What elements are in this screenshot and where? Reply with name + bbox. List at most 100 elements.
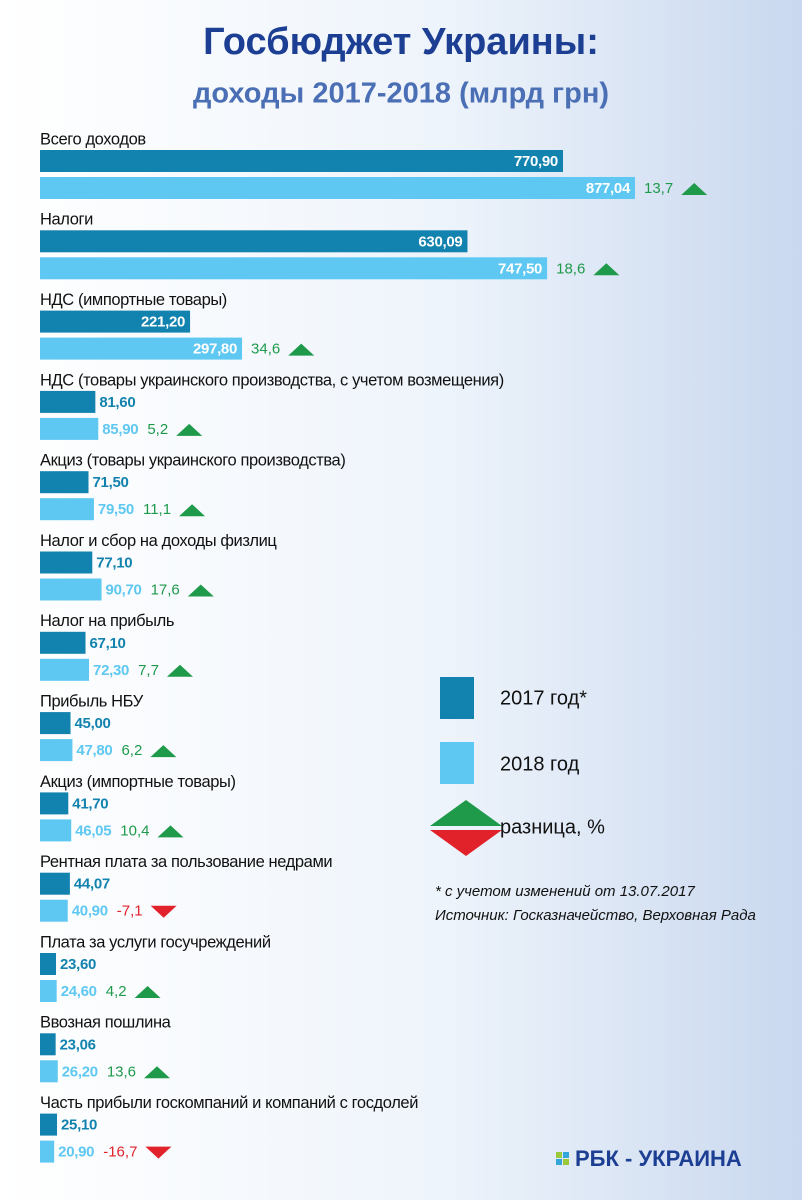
- change-label: 7,7: [138, 662, 159, 679]
- value-label: 20,90: [58, 1144, 94, 1161]
- change-arrow: [144, 1066, 171, 1079]
- bar: [40, 390, 96, 413]
- change-arrow: [288, 343, 315, 356]
- bar: [40, 177, 635, 199]
- note: Источник: Госказначейство, Верховная Рад…: [435, 907, 756, 924]
- value-label: 79,50: [98, 501, 134, 518]
- logo: РБК - УКРАИНА: [556, 1146, 742, 1171]
- bar: [40, 712, 71, 735]
- category-label: Налог и сбор на доходы физлиц: [40, 532, 277, 550]
- legend-down: [430, 830, 502, 856]
- bar: [40, 792, 69, 815]
- bar: [40, 551, 93, 574]
- chart-subtitle: доходы 2017-2018 (млрд грн): [193, 78, 609, 110]
- bar: [40, 819, 72, 842]
- change-label: 18,6: [556, 260, 585, 277]
- change-label: 6,2: [121, 742, 142, 759]
- category-label: Часть прибыли госкомпаний и компаний с г…: [40, 1094, 418, 1112]
- change-label: 13,7: [644, 180, 673, 197]
- category-label: Ввозная пошлина: [40, 1014, 172, 1032]
- legend-swatch: [440, 677, 474, 719]
- change-label: 34,6: [251, 341, 280, 358]
- change-label: 4,2: [106, 983, 127, 1000]
- value-label: 90,70: [106, 581, 142, 598]
- change-label: 13,6: [107, 1063, 136, 1080]
- bar: [40, 899, 68, 922]
- change-label: 10,4: [120, 822, 149, 839]
- change-label: -16,7: [103, 1144, 137, 1161]
- legend-label: 2018 год: [500, 753, 580, 775]
- value-label: 71,50: [93, 474, 129, 491]
- value-label: 23,60: [60, 956, 96, 973]
- value-label: 40,90: [72, 903, 108, 920]
- bar: [40, 631, 86, 654]
- change-arrow: [179, 504, 206, 517]
- bar: [40, 150, 563, 172]
- value-label: 72,30: [93, 662, 129, 679]
- bar: [40, 872, 70, 895]
- value-label: 85,90: [102, 421, 138, 438]
- change-label: 5,2: [147, 421, 168, 438]
- category-label: Налоги: [40, 211, 93, 229]
- change-arrow: [157, 825, 184, 838]
- bar: [40, 1060, 58, 1083]
- value-label: 41,70: [72, 795, 108, 812]
- change-arrow: [150, 745, 177, 758]
- value-label: 67,10: [90, 635, 126, 652]
- value-label: 23,06: [60, 1036, 96, 1053]
- value-label: 47,80: [76, 742, 112, 759]
- change-arrow: [166, 664, 193, 677]
- change-label: 17,6: [151, 581, 180, 598]
- value-label: 24,60: [61, 983, 97, 1000]
- bar: [40, 498, 94, 521]
- legend-swatch: [440, 742, 474, 784]
- note: * с учетом изменений от 13.07.2017: [435, 883, 695, 900]
- bar: [40, 953, 57, 975]
- legend-label: разница, %: [500, 816, 605, 838]
- value-label: 747,50: [498, 260, 542, 277]
- value-label: 297,80: [193, 341, 237, 358]
- change-arrow: [681, 183, 708, 195]
- change-arrow: [145, 1146, 172, 1159]
- category-label: Налог на прибыль: [40, 612, 174, 630]
- category-label: Акциз (товары украинского производства): [40, 452, 345, 470]
- bar: [40, 337, 243, 360]
- category-label: Рентная плата за пользование недрами: [40, 853, 332, 871]
- value-label: 221,20: [141, 314, 185, 331]
- bar: [40, 230, 468, 253]
- brand: РБК - УКРАИНА: [575, 1146, 742, 1171]
- change-arrow: [150, 905, 177, 918]
- change-arrow: [176, 423, 203, 436]
- value-label: 877,04: [586, 180, 631, 197]
- change-label: -7,1: [117, 903, 143, 920]
- change-label: 11,1: [143, 501, 171, 518]
- bar: [40, 1113, 58, 1136]
- value-label: 46,05: [75, 822, 111, 839]
- bar: [40, 980, 57, 1002]
- value-label: 630,09: [418, 233, 462, 250]
- bar: [40, 1140, 55, 1163]
- category-label: НДС (товары украинского производства, с …: [40, 371, 504, 389]
- change-arrow: [593, 263, 620, 276]
- change-arrow: [187, 584, 214, 597]
- bar: [40, 658, 90, 681]
- value-label: 45,00: [75, 715, 111, 732]
- value-label: 81,60: [99, 394, 135, 411]
- bar: [40, 471, 89, 494]
- bar: [40, 257, 548, 280]
- category-label: НДС (импортные товары): [40, 291, 227, 309]
- legend-up: [430, 800, 502, 826]
- legend-label: 2017 год*: [500, 687, 587, 709]
- bar: [40, 1033, 56, 1056]
- change-arrow: [134, 986, 161, 998]
- bar: [40, 417, 99, 440]
- bar: [40, 310, 191, 333]
- category-label: Всего доходов: [40, 130, 146, 148]
- bar: [40, 578, 102, 601]
- chart-title: Госбюджет Украины:: [203, 21, 599, 63]
- category-label: Прибыль НБУ: [40, 692, 144, 710]
- category-label: Плата за услуги госучреждений: [40, 933, 271, 951]
- value-label: 77,10: [96, 554, 132, 571]
- value-label: 44,07: [74, 876, 110, 893]
